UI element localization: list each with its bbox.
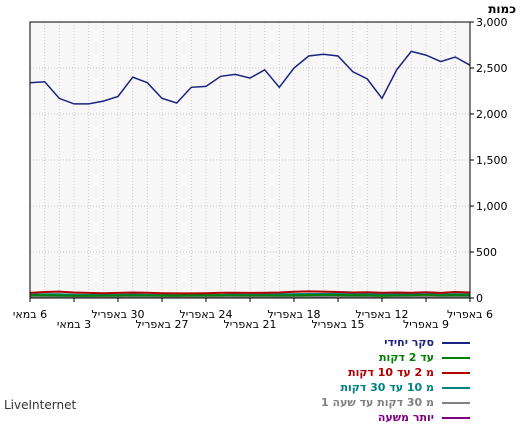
y-axis-ticks: 0 500 1,000 1,500 2,000 2,500 3,000 <box>470 16 508 305</box>
y-tick-label: 0 <box>476 292 483 305</box>
legend: סקר יחידי עד 2 דקות מ 2 עד 10 דקות מ 10 עד … <box>290 335 470 425</box>
legend-swatch <box>442 357 470 359</box>
legend-item: סקר יחידי <box>290 335 470 350</box>
y-tick-label: 1,000 <box>476 200 508 213</box>
x-tick-label: 30 באפריל <box>92 308 145 321</box>
series-line <box>30 295 470 296</box>
y-tick-label: 1,500 <box>476 154 508 167</box>
y-tick-label: 500 <box>476 246 497 259</box>
legend-swatch <box>442 387 470 389</box>
y-tick-label: 2,500 <box>476 62 508 75</box>
legend-label: מ 10 עד 30 דקות <box>340 381 434 394</box>
x-tick-label: 6 במאי <box>13 308 47 321</box>
legend-label: מ 30 דקות עד שעה 1 <box>321 396 434 409</box>
x-tick-label: 9 באפריל <box>403 318 449 331</box>
legend-item: עד 2 דקות <box>290 350 470 365</box>
legend-swatch <box>442 342 470 344</box>
legend-swatch <box>442 402 470 404</box>
y-tick-label: 2,000 <box>476 108 508 121</box>
legend-item: מ 30 דקות עד שעה 1 <box>290 395 470 410</box>
legend-label: עד 2 דקות <box>379 351 434 364</box>
legend-label: מ 2 עד 10 דקות <box>348 366 434 379</box>
legend-label: סקר יחידי <box>384 336 434 349</box>
brand-logo-text[interactable]: LiveInternet <box>4 398 76 412</box>
legend-item: מ 10 עד 30 דקות <box>290 380 470 395</box>
y-axis-unit-label: כמות <box>488 2 516 16</box>
legend-item: מ 2 עד 10 דקות <box>290 365 470 380</box>
x-tick-label: 6 באפריל <box>447 308 493 321</box>
y-tick-label: 3,000 <box>476 16 508 29</box>
legend-swatch <box>442 372 470 374</box>
x-tick-label: 3 במאי <box>57 318 91 331</box>
